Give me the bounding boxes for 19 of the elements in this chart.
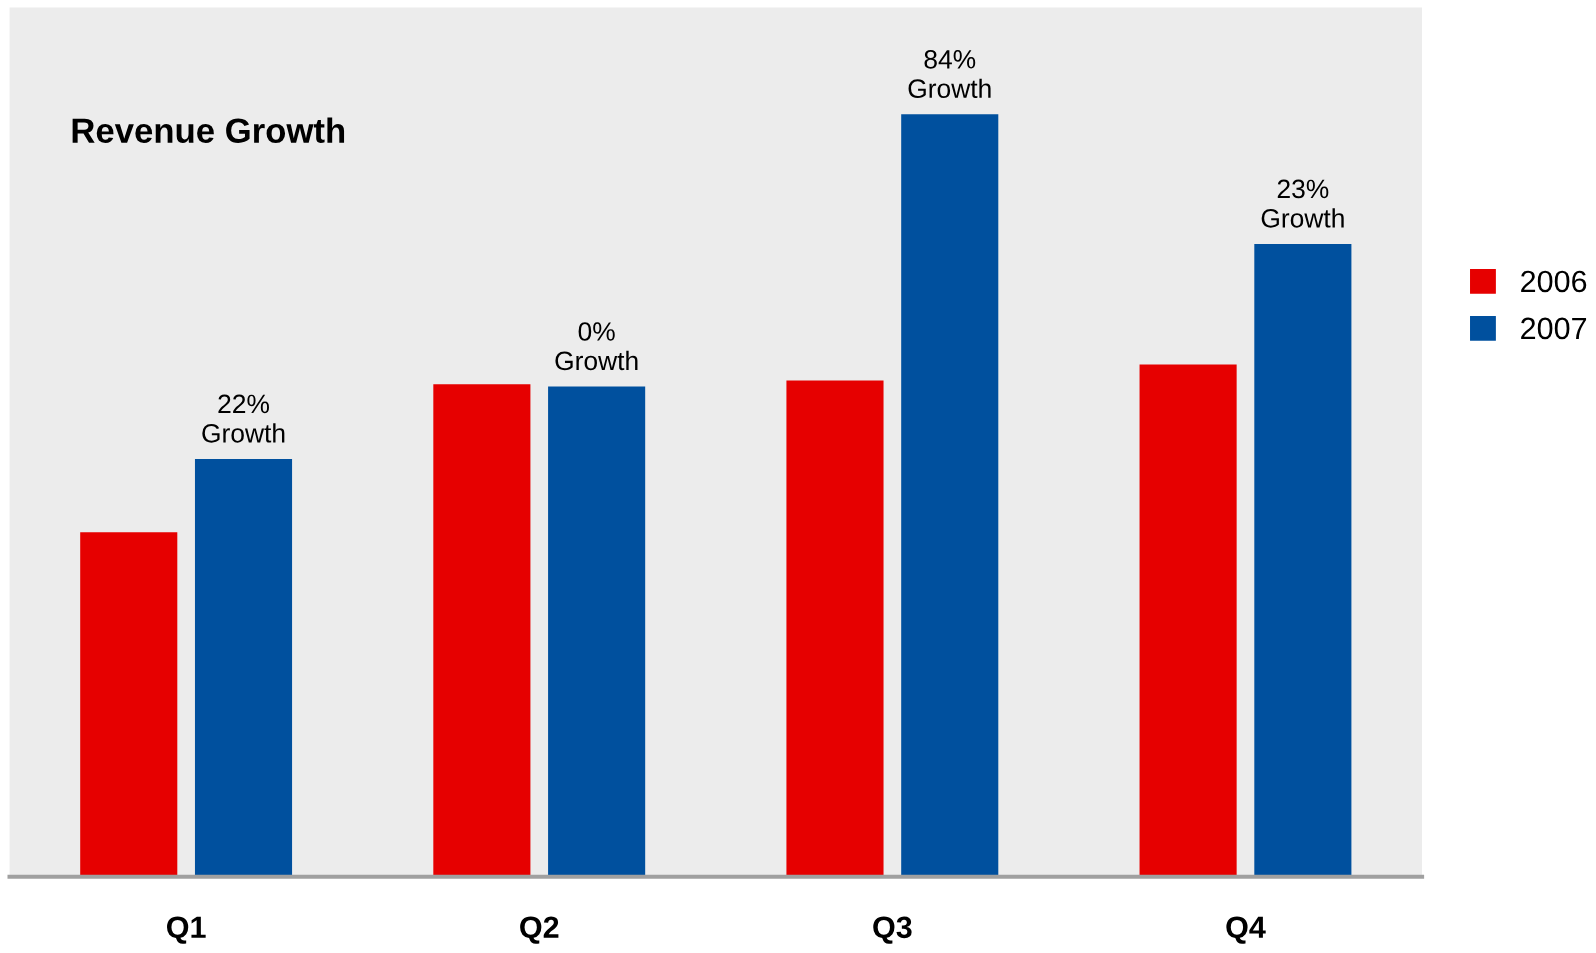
bar (1254, 243, 1352, 877)
bar (1139, 364, 1237, 877)
annotation: 23% Growth (1261, 179, 1344, 228)
annotation: 22% Growth (202, 394, 285, 443)
x-tick-label: Q1 (167, 916, 206, 944)
bar (80, 532, 178, 877)
x-tick-label: Q4 (1226, 916, 1266, 944)
x-tick-label: Q2 (520, 916, 559, 944)
annotation: 0% Growth (555, 322, 638, 371)
bar (194, 458, 293, 877)
bar (548, 386, 646, 877)
text: 84% Growth (908, 49, 991, 99)
chart-title: Revenue Growth (72, 117, 345, 143)
bar (901, 114, 999, 877)
x-tick-label: Q3 (873, 916, 912, 944)
legend-label: 2007 (1521, 317, 1587, 340)
legend-label: 2006 (1521, 270, 1587, 293)
bar (433, 384, 531, 877)
bar (786, 380, 884, 877)
